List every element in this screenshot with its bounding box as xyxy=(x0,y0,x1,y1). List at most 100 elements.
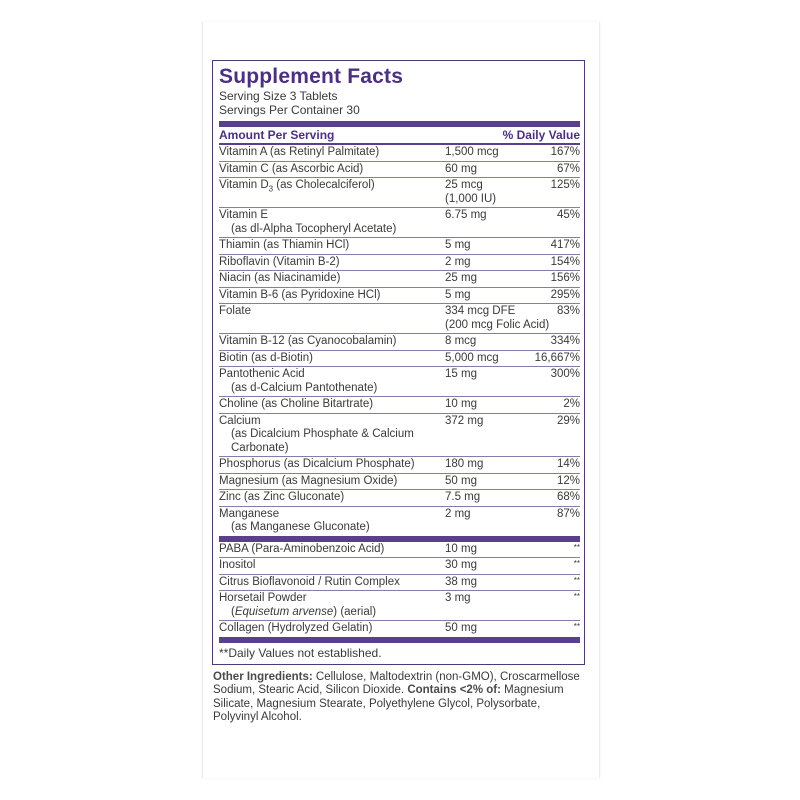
servings-per-container: Servings Per Container 30 xyxy=(219,102,360,117)
nutrient-dv: 68% xyxy=(556,491,580,503)
nutrient-amount: 10 mg xyxy=(445,542,477,555)
table-row: Collagen (Hydrolyzed Gelatin) 50 mg ** xyxy=(219,621,580,637)
table-row: Phosphorus (as Dicalcium Phosphate) 180 m… xyxy=(219,457,580,474)
nutrient-amount: 5 mg xyxy=(445,239,471,251)
nutrient-name: PABA (Para-Aminobenzoic Acid) xyxy=(219,542,385,555)
nutrient-amount: 2 mg xyxy=(445,507,471,520)
nutrient-dv: ** xyxy=(573,559,580,568)
nutrient-dv: 154% xyxy=(550,255,580,268)
table-row: Choline (as Choline Bitartrate) 10 mg 2% xyxy=(219,397,580,414)
nutrient-dv: 167% xyxy=(550,146,580,158)
supplement-facts-box: Supplement Facts Serving Size 3 Tablets … xyxy=(212,60,585,665)
table-row: Vitamin B-6 (as Pyridoxine HCl) 5 mg 295% xyxy=(219,288,580,304)
nutrient-name: Choline (as Choline Bitartrate) xyxy=(219,398,374,410)
nutrient-name: Riboflavin (Vitamin B-2) xyxy=(219,255,340,268)
nutrient-name: Magnesium (as Magnesium Oxide) xyxy=(219,474,398,487)
nutrient-dv: 87% xyxy=(556,507,580,520)
contains-text: Magnesium Silicate, Magnesium Stearate, … xyxy=(213,684,564,723)
nutrient-dv: ** xyxy=(573,592,580,601)
nutrient-amount: 6.75 mg xyxy=(445,209,487,221)
divider-thick xyxy=(219,535,580,542)
table-row: Pantothenic Acid (as d-Calcium Pantothena… xyxy=(219,367,580,397)
amount-header: Amount Per Serving xyxy=(219,128,335,142)
nutrient-dv: 16,667% xyxy=(534,351,580,364)
nutrient-dv: 83% xyxy=(556,305,580,317)
label-panel xyxy=(202,22,600,778)
nutrient-name: Niacin (as Niacinamide) xyxy=(219,272,341,284)
other-ingredients-text: Cellulose, Maltodextrin (non-GMO), Crosc… xyxy=(213,670,580,697)
nutrient-name: Collagen (Hydrolyzed Gelatin) xyxy=(219,622,373,634)
other-ingredients-label: Other Ingredients: xyxy=(213,670,313,683)
nutrient-amount: 7.5 mg xyxy=(445,491,481,503)
nutrient-list: Vitamin A (as Retinyl Palmitate) 1,500 mc… xyxy=(219,145,580,536)
nutrient-dv: 295% xyxy=(550,288,580,301)
nutrient-amount: 334 mcg DFE (200 mcg Folic Acid) xyxy=(445,305,550,331)
nutrient-dv: 45% xyxy=(556,209,580,221)
footnote: **Daily Values not established. xyxy=(219,645,382,660)
nutrient-name: Zinc (as Zinc Gluconate) xyxy=(219,491,345,503)
nutrient-name: Vitamin E (as dl-Alpha Tocopheryl Acetate… xyxy=(219,209,397,235)
nutrient-dv: 300% xyxy=(550,368,580,380)
table-row: Vitamin A (as Retinyl Palmitate) 1,500 mc… xyxy=(219,145,580,162)
table-row: Horsetail Powder (Equisetum arvense) (aer… xyxy=(219,591,580,621)
other-ingredients: Other Ingredients: Cellulose, Maltodextr… xyxy=(212,671,583,725)
nutrient-amount: 50 mg xyxy=(445,622,477,634)
nutrient-name: Vitamin C (as Ascorbic Acid) xyxy=(219,162,364,175)
label-content: Supplement Facts Serving Size 3 Tablets … xyxy=(212,60,585,725)
nutrient-amount: 10 mg xyxy=(445,398,477,410)
nutrient-amount: 15 mg xyxy=(445,368,477,380)
divider-thick xyxy=(219,121,580,127)
nutrient-name: Biotin (as d-Biotin) xyxy=(219,351,313,364)
nutrient-name: Citrus Bioflavonoid / Rutin Complex xyxy=(219,575,400,588)
nutrient-name: Thiamin (as Thiamin HCl) xyxy=(219,239,350,251)
table-row: Manganese (as Manganese Gluconate) 2 mg 87% xyxy=(219,507,580,536)
nutrient-name: Phosphorus (as Dicalcium Phosphate) xyxy=(219,458,415,470)
nutrient-name: Folate xyxy=(219,305,251,317)
table-row: Biotin (as d-Biotin) 5,000 mcg 16,667% xyxy=(219,351,580,367)
nutrient-amount: 25 mg xyxy=(445,272,477,284)
nutrient-name: Calcium (as Dicalcium Phosphate & Calcium… xyxy=(219,414,414,454)
nutrient-name: Vitamin A (as Retinyl Palmitate) xyxy=(219,146,380,158)
nutrient-amount: 30 mg xyxy=(445,559,477,571)
nutrient-amount: 372 mg xyxy=(445,414,484,427)
nutrient-dv: 12% xyxy=(556,474,580,487)
table-row: Folate 334 mcg DFE (200 mcg Folic Acid) 83% xyxy=(219,304,580,334)
table-header: Amount Per Serving % Daily Value xyxy=(219,127,580,145)
nutrient-amount: 8 mcg xyxy=(445,335,477,347)
nutrient-amount: 3 mg xyxy=(445,592,471,604)
nutrient-amount: 2 mg xyxy=(445,255,471,268)
other-list: PABA (Para-Aminobenzoic Acid) 10 mg ** Inos… xyxy=(219,542,580,637)
nutrient-dv: 156% xyxy=(550,272,580,284)
nutrient-dv: 14% xyxy=(556,458,580,470)
nutrient-name: Vitamin B-6 (as Pyridoxine HCl) xyxy=(219,288,381,301)
table-row: Inositol 30 mg ** xyxy=(219,558,580,575)
nutrient-amount: 25 mcg (1,000 IU) xyxy=(445,179,497,205)
nutrient-dv: ** xyxy=(573,622,580,631)
table-row: Vitamin B-12 (as Cyanocobalamin) 8 mcg 334… xyxy=(219,334,580,351)
table-row: Niacin (as Niacinamide) 25 mg 156% xyxy=(219,271,580,288)
table-row: Citrus Bioflavonoid / Rutin Complex 38 mg… xyxy=(219,575,580,591)
nutrient-name: Horsetail Powder (Equisetum arvense) (aer… xyxy=(219,592,377,618)
nutrient-amount: 60 mg xyxy=(445,162,477,175)
nutrient-name: Inositol xyxy=(219,559,256,571)
title: Supplement Facts xyxy=(219,65,404,88)
nutrient-name: Pantothenic Acid (as d-Calcium Pantothena… xyxy=(219,368,378,394)
nutrient-dv: 2% xyxy=(563,398,580,410)
nutrient-amount: 5,000 mcg xyxy=(445,351,499,364)
nutrient-amount: 180 mg xyxy=(445,458,484,470)
nutrient-amount: 50 mg xyxy=(445,474,477,487)
nutrient-dv: 29% xyxy=(556,414,580,427)
table-row: Riboflavin (Vitamin B-2) 2 mg 154% xyxy=(219,255,580,271)
nutrient-dv: ** xyxy=(573,542,580,552)
table-row: Vitamin D3 (as Cholecalciferol) 25 mcg (1,… xyxy=(219,178,580,208)
table-row: Zinc (as Zinc Gluconate) 7.5 mg 68% xyxy=(219,490,580,507)
table-row: Calcium (as Dicalcium Phosphate & Calcium… xyxy=(219,414,580,457)
nutrient-name: Vitamin B-12 (as Cyanocobalamin) xyxy=(219,335,397,347)
table-row: Vitamin E (as dl-Alpha Tocopheryl Acetate… xyxy=(219,208,580,238)
nutrient-dv: 125% xyxy=(550,179,580,191)
serving-size: Serving Size 3 Tablets xyxy=(219,89,338,103)
divider-thick xyxy=(219,636,580,643)
nutrient-amount: 38 mg xyxy=(445,575,477,588)
contains-label: Contains <2% of: xyxy=(407,684,501,696)
nutrient-dv: ** xyxy=(573,575,580,585)
